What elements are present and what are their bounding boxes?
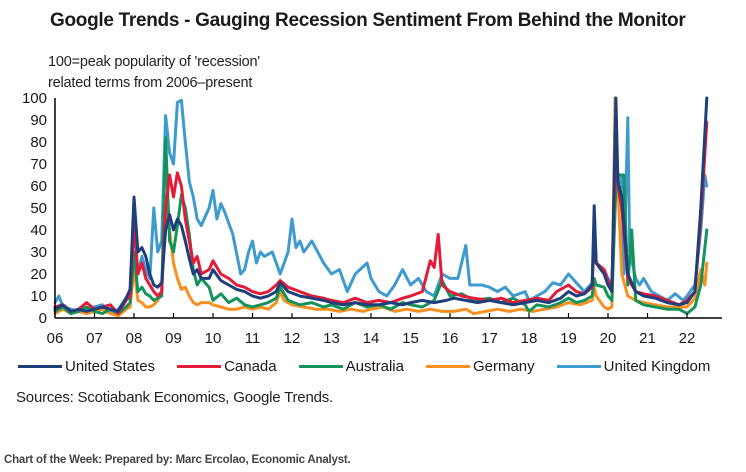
x-tick-label: 09 (165, 330, 182, 347)
x-tick-label: 08 (126, 330, 143, 347)
series-line-united-states (53, 96, 709, 313)
legend-swatch (298, 365, 343, 368)
chart-title: Google Trends - Gauging Recession Sentim… (50, 10, 686, 31)
legend-item-united-states[interactable]: United States (18, 358, 155, 375)
y-tick-label: 20 (30, 266, 47, 283)
y-tick-label: 80 (30, 134, 47, 151)
legend-label: Canada (224, 358, 277, 375)
y-tick-label: 0 (39, 310, 47, 327)
legend-swatch (556, 365, 601, 368)
legend-item-australia[interactable]: Australia (298, 358, 404, 375)
series-line-germany (53, 96, 709, 318)
y-tick-label: 40 (30, 222, 47, 239)
sources-note: Sources: Scotiabank Economics, Google Tr… (16, 389, 334, 406)
y-tick-label: 50 (30, 200, 47, 217)
x-tick-label: 15 (402, 330, 419, 347)
legend-swatch (177, 365, 222, 368)
y-tick-label: 100 (22, 90, 47, 107)
footer-credit: Chart of the Week: Prepared by: Marc Erc… (4, 454, 351, 466)
legend-label: Australia (345, 358, 404, 375)
legend-swatch (425, 365, 470, 368)
y-tick-label: 90 (30, 112, 47, 129)
x-tick-label: 16 (442, 330, 459, 347)
chart-subtitle: 100=peak popularity of 'recession' relat… (48, 54, 260, 91)
legend-item-united-kingdom[interactable]: United Kingdom (556, 358, 711, 375)
series-layer (53, 96, 709, 318)
x-tick-label: 19 (560, 330, 577, 347)
x-tick-label: 22 (679, 330, 696, 347)
y-tick-label: 30 (30, 244, 47, 261)
y-ticks: 0 10 20 30 40 50 60 70 80 90 100 (22, 90, 47, 327)
legend: United States Canada Australia Germany U… (18, 358, 732, 375)
x-tick-label: 20 (600, 330, 617, 347)
x-tick-label: 17 (481, 330, 498, 347)
x-tick-label: 18 (521, 330, 538, 347)
legend-label: United States (65, 358, 156, 375)
x-ticks: 06 07 08 09 10 11 12 13 14 15 16 17 18 19 20 21 22 (47, 313, 696, 347)
legend-label: United Kingdom (603, 358, 711, 375)
x-tick-label: 06 (47, 330, 64, 347)
x-tick-label: 13 (323, 330, 340, 347)
y-tick-label: 70 (30, 156, 47, 173)
y-tick-label: 60 (30, 178, 47, 195)
legend-label: Germany (472, 358, 535, 375)
y-tick-label: 10 (30, 288, 47, 305)
series-line-australia (53, 136, 709, 316)
x-tick-label: 10 (205, 330, 222, 347)
x-tick-label: 21 (639, 330, 656, 347)
x-tick-label: 14 (363, 330, 380, 347)
legend-item-germany[interactable]: Germany (425, 358, 535, 375)
x-tick-label: 11 (245, 330, 261, 347)
x-tick-label: 12 (284, 330, 301, 347)
x-tick-label: 07 (86, 330, 103, 347)
legend-item-canada[interactable]: Canada (177, 358, 277, 375)
legend-swatch (18, 365, 62, 368)
